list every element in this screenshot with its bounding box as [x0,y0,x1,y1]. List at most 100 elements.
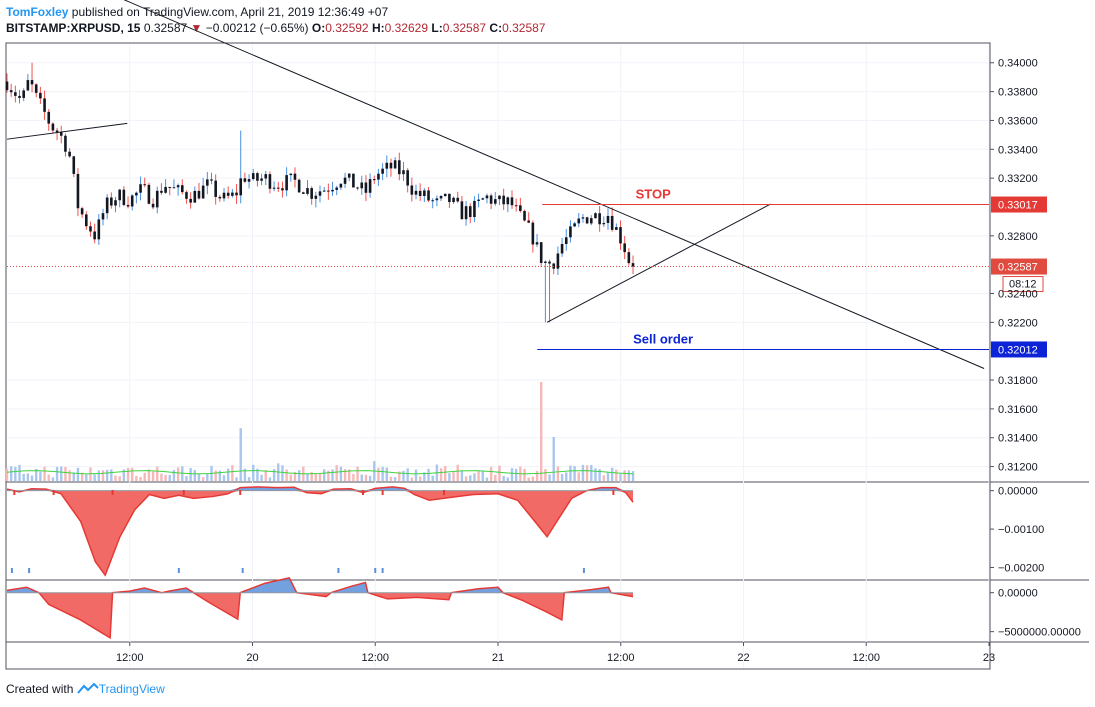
candle-body [627,252,631,264]
candle-body [143,184,147,186]
candle-body [477,199,480,201]
volume-bar [35,469,38,481]
candle-body [93,231,96,240]
candle-body [327,190,330,192]
volume-bar [348,469,351,481]
published-text: published on TradingView.com, April 21, … [68,5,389,19]
oscillator-1-line [6,486,634,577]
candle-body [385,162,389,169]
volume-bar [502,475,505,481]
candle-body [180,185,184,193]
candle-body [222,192,226,199]
signal-marker [182,490,185,495]
candle-body [5,81,9,91]
candle-body [26,80,30,91]
volume-bar [423,472,426,481]
volume-bar [226,468,230,481]
time-tick-label: 12:00 [361,652,389,664]
candle-body [322,190,326,192]
volume-bar [185,476,188,481]
candle-body [564,237,568,244]
candle-body [197,190,201,199]
author-link[interactable]: TomFoxley [6,5,69,19]
price-label: 0.33017 [998,200,1038,212]
publish-line: TomFoxley published on TradingView.com, … [6,4,545,20]
candle-body [406,170,409,186]
volume-bar [110,469,113,481]
price-tick-label: 0.31600 [998,404,1038,416]
signal-marker [612,490,615,495]
candle-body [377,173,380,180]
candle-body [306,188,309,194]
brand-link[interactable]: TradingView [98,682,165,696]
candle-body [589,218,593,224]
candle-body [339,183,343,188]
candle-body [335,187,339,190]
volume-bar [289,474,292,481]
candle-body [72,156,76,174]
candle-body [439,196,443,199]
candle-body [535,242,539,245]
volume-bar [76,467,80,481]
time-tick-label: 12:00 [852,652,880,664]
candle-body [610,215,614,230]
volume-bar [565,472,568,481]
candle-body [473,200,476,218]
drawings[interactable]: STOP 0.33017 Sell order 0.32012 0.32587 08:12 [0,0,1047,369]
volume-bar [55,466,59,481]
volume-bar [343,469,347,481]
volume-bar [335,465,338,481]
volume-bar [560,474,564,481]
volume-bar [356,466,359,481]
trendline[interactable] [0,0,985,369]
trendline[interactable] [546,203,771,323]
candle-body [314,195,318,199]
price-tick-label: 0.33600 [998,115,1038,127]
signal-marker [177,568,180,573]
volume-bar [535,470,539,481]
trendline[interactable] [6,122,128,140]
candle-body [268,174,272,189]
candle-body [118,189,121,201]
osc1-tick-label: 0.00000 [998,486,1038,498]
volume-bar [14,466,17,481]
volume-bar [172,470,176,481]
candle-body [172,187,176,189]
volume-bar [281,465,284,481]
candle-body [260,178,263,181]
volume-bar [97,470,101,481]
candle-body [151,203,155,208]
candle-body [297,179,301,193]
oscillator-2-negative-area [7,592,634,638]
candle-body [122,189,126,205]
volume-bar [101,470,105,481]
volume-bar [594,468,597,481]
candle-body [164,186,167,193]
candle-body [9,90,13,93]
candle-body [585,217,589,224]
volume-bar [264,470,267,481]
volume-bar [327,470,330,481]
volume-bar [272,469,276,481]
volume-bar [306,473,309,481]
volume-bar [189,467,192,481]
candle-body [289,173,293,176]
close-label: C: [489,21,503,35]
candle-body [231,192,234,196]
candle-body [126,204,130,207]
volume-bar [118,476,121,481]
osc2-tick-label: −5000000.00000 [998,627,1081,639]
volume-bar [214,470,217,481]
volume-bar [256,468,259,481]
chart-header: TomFoxley published on TradingView.com, … [6,4,545,36]
candle-body [569,226,572,238]
volume-bar [114,475,117,481]
volume-bar [431,475,434,481]
signal-marker [239,490,242,495]
candle-body [30,80,34,85]
volume-bar [548,474,551,481]
last-price-label-bg [991,258,1047,275]
candle-body [293,173,297,180]
open-label: O: [311,21,326,35]
